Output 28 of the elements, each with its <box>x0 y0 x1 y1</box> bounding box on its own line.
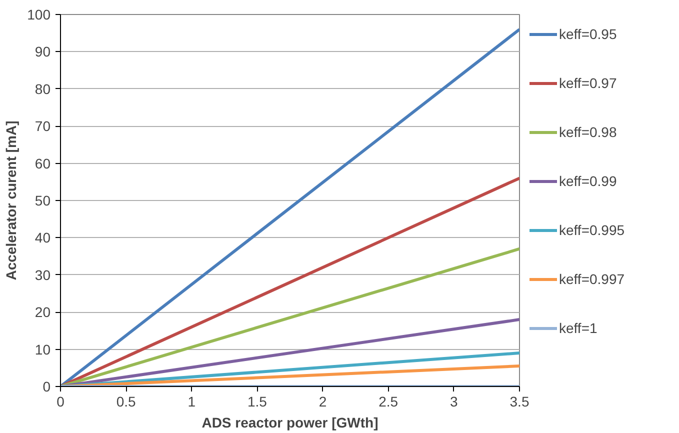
legend-label: keff=0.997 <box>559 270 625 289</box>
legend-label: keff=1 <box>559 319 598 338</box>
y-tick-label: 70 <box>34 118 51 134</box>
y-tick-label: 30 <box>34 266 51 283</box>
legend-label: keff=0.98 <box>559 123 617 142</box>
x-tick-label: 0.5 <box>116 394 136 410</box>
y-tick-label: 80 <box>34 80 51 97</box>
y-tick-label: 90 <box>34 44 51 60</box>
legend-label: keff=0.97 <box>559 74 617 93</box>
legend-label: keff=0.99 <box>559 172 617 191</box>
y-tick-label: 0 <box>42 378 51 394</box>
x-tick-label: 0 <box>56 394 65 410</box>
legend-label: keff=0.995 <box>559 221 625 240</box>
legend-label: keff=0.95 <box>559 25 617 44</box>
y-tick-label: 50 <box>34 192 51 208</box>
y-tick-label: 10 <box>34 341 51 358</box>
y-axis-title: Accelerator curent [mA] <box>3 120 20 280</box>
y-tick-label: 100 <box>27 6 51 22</box>
x-tick-label: 1 <box>188 394 196 410</box>
x-tick-label: 1.5 <box>247 394 268 410</box>
x-tick-label: 3.5 <box>510 394 530 410</box>
x-tick-label: 2.5 <box>378 394 398 410</box>
x-tick-label: 3 <box>450 394 458 410</box>
x-axis-title: ADS reactor power [GWth] <box>202 414 378 430</box>
x-tick-label: 2 <box>318 394 327 410</box>
y-tick-label: 20 <box>34 304 51 320</box>
y-tick-label: 40 <box>34 230 51 246</box>
y-tick-label: 60 <box>34 155 51 172</box>
